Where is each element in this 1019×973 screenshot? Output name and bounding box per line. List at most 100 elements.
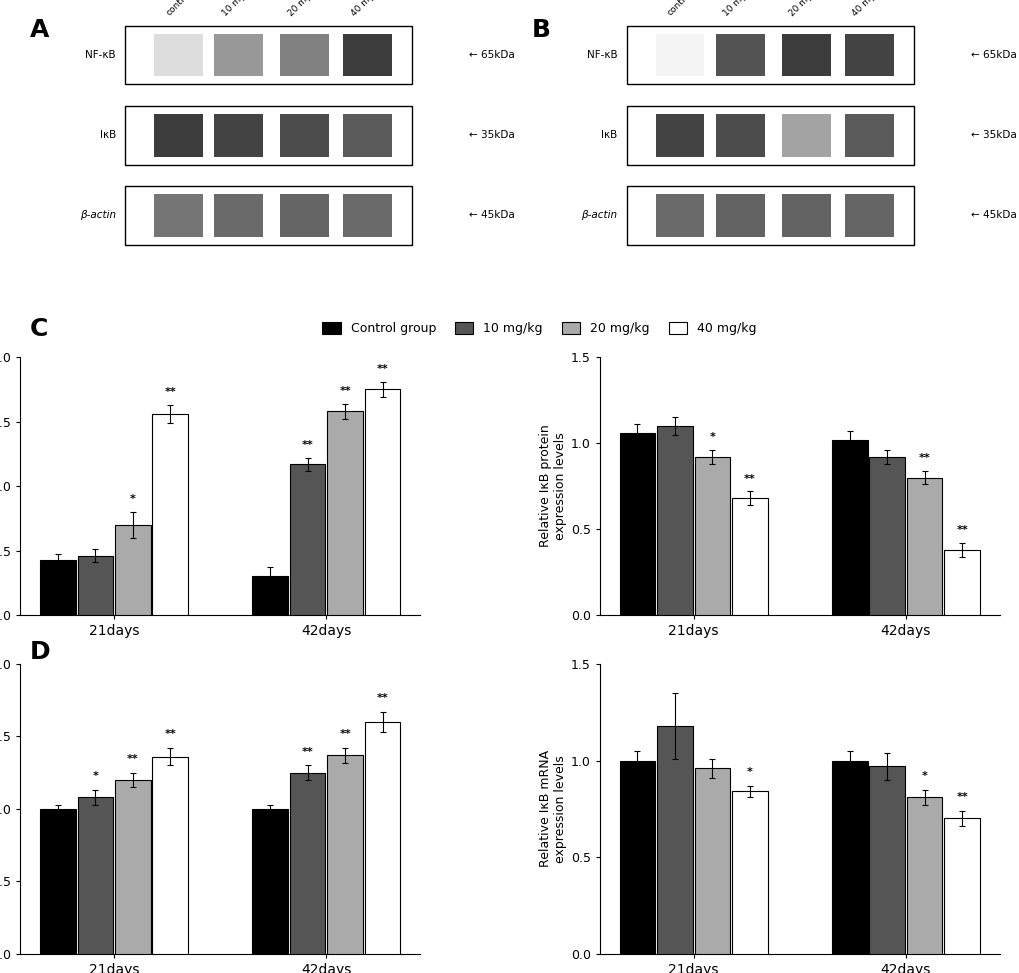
FancyBboxPatch shape — [781, 114, 829, 157]
Text: **: ** — [376, 693, 388, 703]
FancyBboxPatch shape — [154, 194, 203, 236]
Bar — [40, 559, 75, 615]
Text: **: ** — [339, 730, 351, 739]
FancyBboxPatch shape — [627, 106, 913, 164]
Text: IκB: IκB — [600, 130, 616, 140]
Bar — [944, 550, 979, 615]
Text: B: B — [531, 18, 550, 42]
FancyBboxPatch shape — [154, 114, 203, 157]
Bar — [289, 464, 325, 615]
Bar — [327, 755, 363, 954]
FancyBboxPatch shape — [627, 186, 913, 244]
Bar — [868, 457, 904, 615]
Bar — [152, 414, 187, 615]
Text: **: ** — [164, 387, 176, 397]
Text: NF-κB: NF-κB — [86, 50, 116, 60]
Bar — [115, 524, 151, 615]
Text: **: ** — [918, 452, 929, 463]
Text: *: * — [708, 432, 714, 443]
FancyBboxPatch shape — [280, 114, 329, 157]
FancyBboxPatch shape — [280, 34, 329, 77]
FancyBboxPatch shape — [125, 25, 412, 85]
Legend: Control group, 10 mg/kg, 20 mg/kg, 40 mg/kg: Control group, 10 mg/kg, 20 mg/kg, 40 mg… — [317, 317, 761, 341]
FancyBboxPatch shape — [125, 106, 412, 164]
Text: ← 35kDa: ← 35kDa — [970, 130, 1016, 140]
FancyBboxPatch shape — [343, 114, 391, 157]
Text: **: ** — [302, 440, 313, 450]
Bar — [656, 726, 692, 954]
Bar — [365, 722, 400, 954]
FancyBboxPatch shape — [844, 194, 893, 236]
Text: *: * — [746, 767, 752, 777]
Bar — [619, 433, 654, 615]
Bar — [732, 791, 767, 954]
Text: *: * — [921, 771, 926, 781]
Bar — [732, 498, 767, 615]
FancyBboxPatch shape — [627, 25, 913, 85]
FancyBboxPatch shape — [655, 194, 704, 236]
Text: **: ** — [956, 792, 967, 802]
Text: **: ** — [743, 474, 755, 484]
Text: **: ** — [302, 746, 313, 757]
Text: ← 45kDa: ← 45kDa — [469, 210, 515, 220]
Text: **: ** — [164, 730, 176, 739]
FancyBboxPatch shape — [655, 114, 704, 157]
FancyBboxPatch shape — [214, 34, 263, 77]
Text: 20 mg/kg: 20 mg/kg — [286, 0, 323, 18]
Y-axis label: Relative IκB mRNA
expression levels: Relative IκB mRNA expression levels — [538, 750, 567, 867]
Text: ← 65kDa: ← 65kDa — [970, 50, 1016, 60]
Text: control: control — [665, 0, 694, 18]
Bar — [656, 426, 692, 615]
Text: 10 mg/kg: 10 mg/kg — [220, 0, 257, 18]
Bar — [289, 773, 325, 954]
FancyBboxPatch shape — [214, 114, 263, 157]
Text: *: * — [93, 772, 98, 781]
FancyBboxPatch shape — [214, 194, 263, 236]
Text: ← 65kDa: ← 65kDa — [469, 50, 515, 60]
Bar — [694, 769, 730, 954]
FancyBboxPatch shape — [154, 34, 203, 77]
Text: **: ** — [376, 364, 388, 374]
Text: 20 mg/kg: 20 mg/kg — [787, 0, 823, 18]
FancyBboxPatch shape — [715, 34, 764, 77]
Bar — [944, 818, 979, 954]
FancyBboxPatch shape — [781, 194, 829, 236]
Text: D: D — [31, 639, 51, 664]
Bar — [252, 576, 287, 615]
FancyBboxPatch shape — [715, 114, 764, 157]
Bar — [40, 809, 75, 954]
Bar — [868, 767, 904, 954]
Bar — [252, 809, 287, 954]
FancyBboxPatch shape — [280, 194, 329, 236]
Text: A: A — [30, 18, 49, 42]
Bar — [832, 761, 867, 954]
FancyBboxPatch shape — [844, 34, 893, 77]
Text: *: * — [129, 494, 136, 504]
Text: β-actin: β-actin — [581, 210, 616, 220]
Bar — [77, 556, 113, 615]
FancyBboxPatch shape — [343, 194, 391, 236]
Text: β-actin: β-actin — [79, 210, 116, 220]
Bar — [77, 797, 113, 954]
Y-axis label: Relative IκB protein
expression levels: Relative IκB protein expression levels — [538, 425, 567, 548]
FancyBboxPatch shape — [655, 34, 704, 77]
Bar — [619, 761, 654, 954]
Text: 40 mg/kg: 40 mg/kg — [850, 0, 887, 18]
FancyBboxPatch shape — [844, 114, 893, 157]
Text: **: ** — [339, 386, 351, 396]
Bar — [906, 797, 942, 954]
Text: ← 35kDa: ← 35kDa — [469, 130, 515, 140]
Bar — [694, 457, 730, 615]
Bar — [832, 440, 867, 615]
Text: ← 45kDa: ← 45kDa — [970, 210, 1016, 220]
Text: IκB: IκB — [100, 130, 116, 140]
Text: **: ** — [126, 754, 139, 764]
FancyBboxPatch shape — [125, 186, 412, 244]
Text: C: C — [31, 317, 49, 341]
Text: control: control — [164, 0, 193, 18]
Text: NF-κB: NF-κB — [586, 50, 616, 60]
FancyBboxPatch shape — [715, 194, 764, 236]
FancyBboxPatch shape — [781, 34, 829, 77]
Text: 10 mg/kg: 10 mg/kg — [721, 0, 758, 18]
Bar — [365, 389, 400, 615]
